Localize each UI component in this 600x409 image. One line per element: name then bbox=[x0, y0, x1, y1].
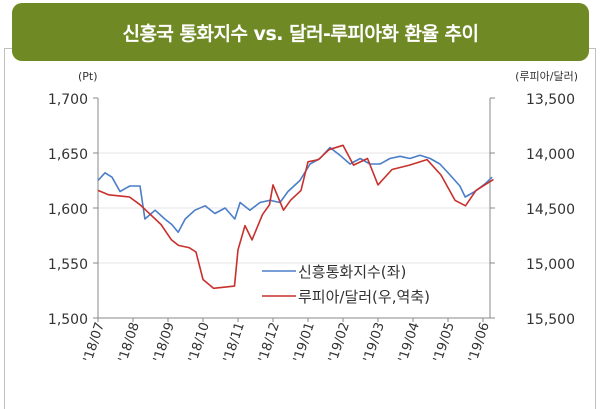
right-tick-label: 13,500 bbox=[526, 92, 575, 108]
chart: 1,500 15,500 1,550 15,000 1,600 14,500 1,650 14… bbox=[48, 70, 578, 365]
x-tick-label: '18/10 bbox=[186, 321, 213, 365]
legend-label: 루피아/달러(우,역축) bbox=[298, 288, 430, 306]
left-tick-label: 1,600 bbox=[48, 202, 88, 218]
right-tick-label: 14,000 bbox=[526, 147, 575, 163]
x-tick-label: '18/09 bbox=[151, 321, 178, 365]
left-tick-label: 1,500 bbox=[48, 312, 88, 328]
x-tick-label: '19/02 bbox=[326, 321, 353, 365]
x-tick-label: '19/06 bbox=[466, 321, 493, 365]
x-tick-label: '19/01 bbox=[291, 321, 318, 365]
x-tick-label: '18/12 bbox=[256, 321, 283, 365]
right-tick-label: 14,500 bbox=[526, 202, 575, 218]
x-tick-label: '18/11 bbox=[221, 321, 248, 365]
left-tick-label: 1,550 bbox=[48, 257, 88, 273]
left-tick-label: 1,650 bbox=[48, 147, 88, 163]
x-tick-label: '19/03 bbox=[361, 321, 388, 365]
left-axis-unit: (Pt) bbox=[78, 70, 98, 83]
x-tick-label: '19/05 bbox=[431, 321, 458, 365]
series-line-rupiah bbox=[97, 144, 494, 290]
x-tick-label: '18/08 bbox=[116, 321, 143, 365]
legend-label: 신흥통화지수(좌) bbox=[298, 263, 406, 281]
series-line-em-currency-index bbox=[97, 146, 493, 233]
x-tick-label: '19/04 bbox=[396, 321, 423, 365]
right-tick-label: 15,500 bbox=[526, 312, 575, 328]
right-tick-label: 15,000 bbox=[526, 257, 575, 273]
chart-title: 신흥국 통화지수 vs. 달러-루피아화 환율 추이 bbox=[12, 3, 589, 61]
right-axis-unit: (루피아/달러) bbox=[515, 70, 578, 83]
left-tick-label: 1,700 bbox=[48, 92, 88, 108]
